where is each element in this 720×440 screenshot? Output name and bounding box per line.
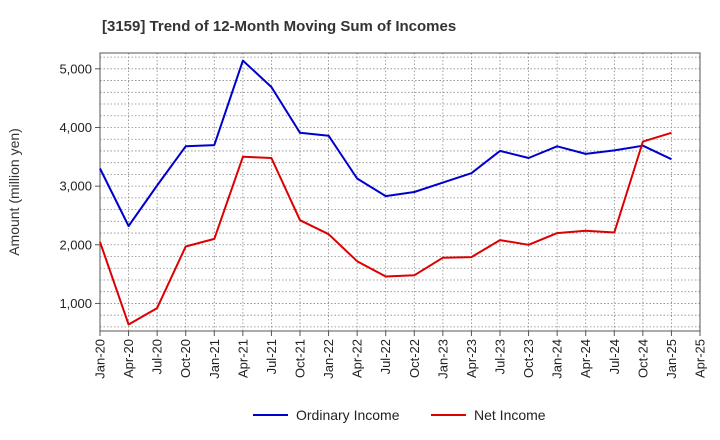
x-tick-label: Jan-24 bbox=[550, 339, 565, 379]
legend: Ordinary Income Net Income bbox=[253, 407, 546, 423]
chart-title: [3159] Trend of 12-Month Moving Sum of I… bbox=[102, 18, 456, 35]
x-tick-label: Jan-23 bbox=[435, 339, 450, 379]
x-tick-label: Oct-24 bbox=[635, 339, 650, 378]
x-tick-label: Jul-20 bbox=[150, 339, 165, 374]
x-tick-label: Apr-20 bbox=[121, 339, 136, 378]
y-tick-label: 3,000 bbox=[59, 179, 92, 194]
x-axis: Jan-20 Apr-20 Jul-20 Oct-20 Jan-21 Apr-21 Jul-… bbox=[93, 331, 708, 379]
x-tick-label: Apr-23 bbox=[464, 339, 479, 378]
y-tick-label: 1,000 bbox=[59, 296, 92, 311]
y-tick-label: 2,000 bbox=[59, 237, 92, 252]
x-tick-label: Jul-21 bbox=[264, 339, 279, 374]
x-tick-label: Apr-25 bbox=[693, 339, 708, 378]
x-tick-label: Apr-21 bbox=[235, 339, 250, 378]
x-tick-label: Oct-23 bbox=[521, 339, 536, 378]
x-tick-label: Oct-20 bbox=[178, 339, 193, 378]
x-tick-label: Oct-22 bbox=[407, 339, 422, 378]
legend-label: Net Income bbox=[474, 407, 546, 423]
x-tick-label: Jan-21 bbox=[207, 339, 222, 379]
x-tick-label: Jan-20 bbox=[93, 339, 108, 379]
x-tick-label: Jul-22 bbox=[378, 339, 393, 374]
legend-label: Ordinary Income bbox=[296, 407, 400, 423]
series-line-ordinary-income bbox=[99, 59, 672, 227]
x-tick-label: Jul-23 bbox=[493, 339, 508, 374]
y-axis-label: Amount (million yen) bbox=[6, 128, 22, 256]
y-tick-label: 5,000 bbox=[59, 61, 92, 76]
series-line-net-income bbox=[99, 131, 672, 326]
y-axis: 1,000 2,000 3,000 4,000 5,000 bbox=[59, 61, 100, 311]
x-tick-label: Oct-21 bbox=[293, 339, 308, 378]
x-tick-label: Jul-24 bbox=[607, 339, 622, 374]
plot-frame bbox=[99, 52, 701, 332]
x-tick-label: Apr-24 bbox=[578, 339, 593, 378]
series-lines bbox=[99, 59, 672, 326]
x-tick-label: Jan-25 bbox=[664, 339, 679, 379]
y-tick-label: 4,000 bbox=[59, 120, 92, 135]
x-tick-label: Jan-22 bbox=[321, 339, 336, 379]
grid bbox=[100, 53, 700, 331]
x-tick-label: Apr-22 bbox=[350, 339, 365, 378]
